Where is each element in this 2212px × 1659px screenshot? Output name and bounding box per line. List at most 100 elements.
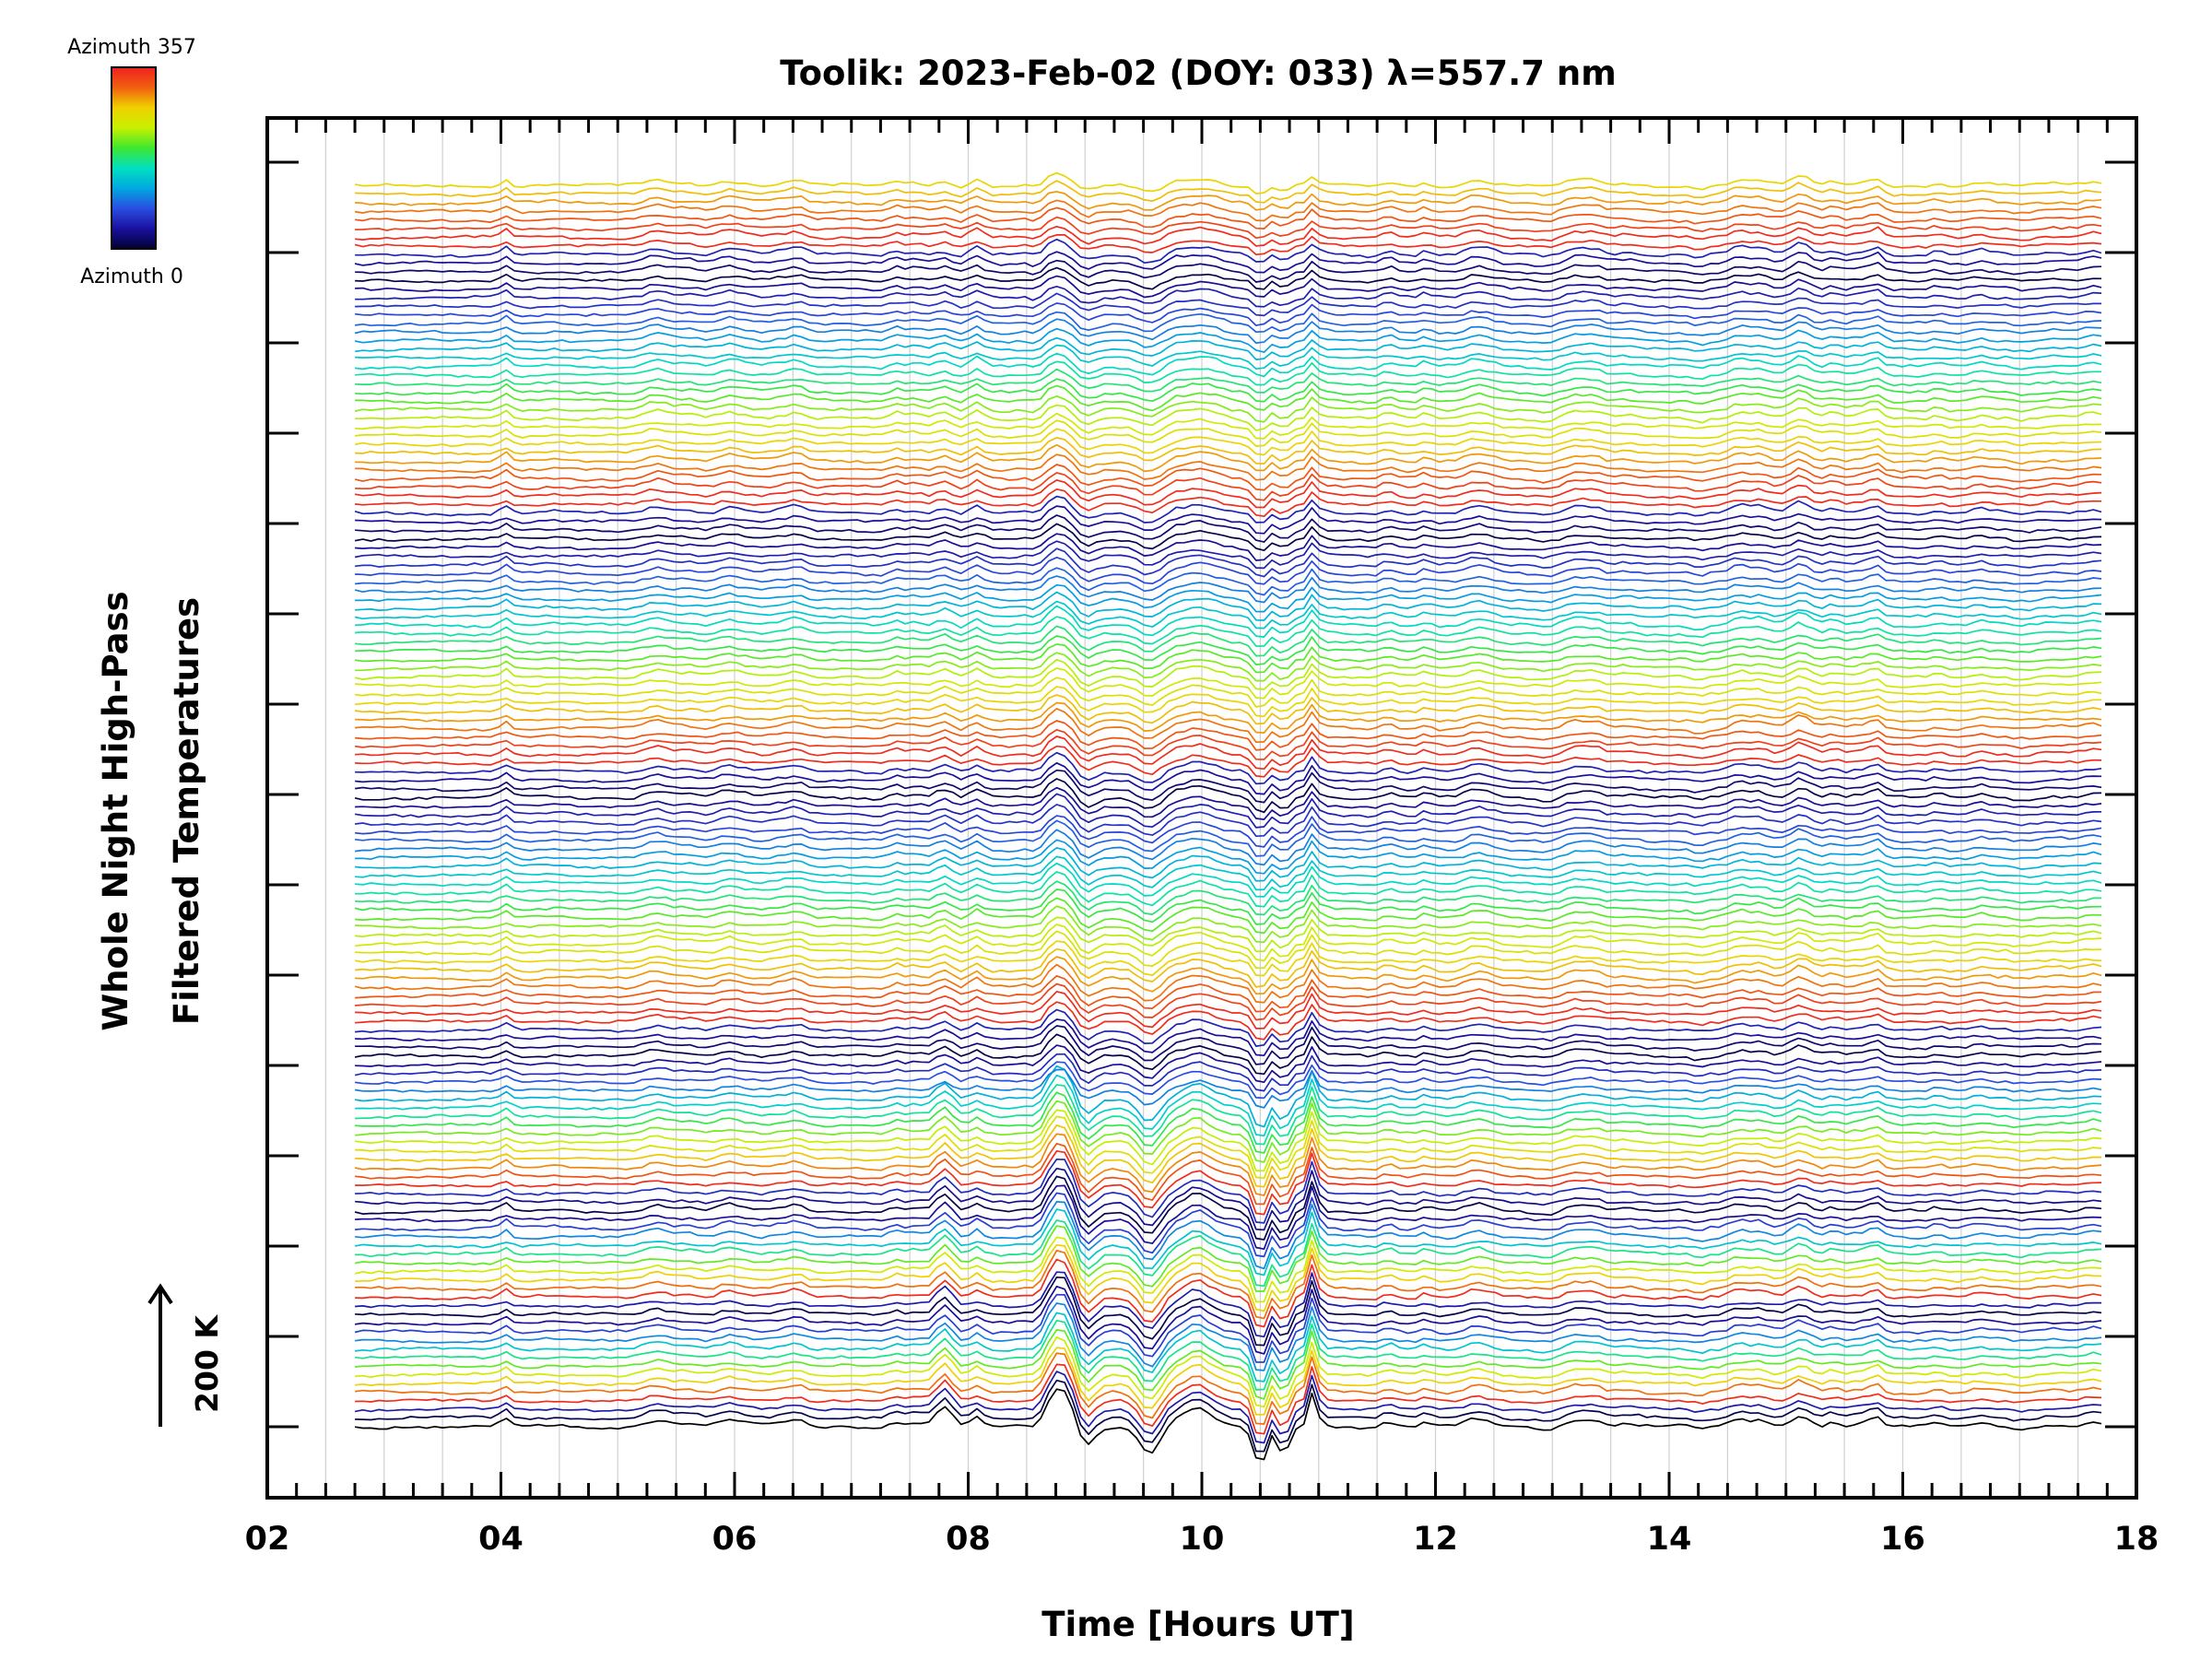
temperature-trace: [354, 1109, 2102, 1172]
temperature-trace: [354, 1371, 2102, 1444]
temperature-trace: [355, 616, 2102, 647]
colorbar-bottom-label: Azimuth 0: [80, 265, 183, 288]
temperature-trace: [355, 1008, 2102, 1047]
temperature-trace: [355, 378, 2102, 403]
x-tick-label: 08: [946, 1521, 991, 1558]
temperature-trace: [354, 829, 2102, 866]
temperature-trace: [355, 686, 2101, 718]
temperature-trace: [355, 1018, 2102, 1057]
temperature-trace: [355, 708, 2102, 744]
temperature-trace: [354, 643, 2102, 674]
temperature-trace: [355, 1091, 2102, 1154]
temperature-trace: [355, 1184, 2102, 1251]
x-tick-label: 18: [2114, 1521, 2159, 1558]
temperature-trace: [355, 488, 2102, 518]
temperature-trace: [354, 394, 2102, 423]
x-axis: 02 04 06 08 10 12 14 16 18: [245, 118, 2159, 1558]
temperature-trace: [354, 1319, 2102, 1391]
temperature-trace: [354, 1302, 2102, 1371]
y-axis: [267, 160, 2136, 1429]
temperature-trace: [354, 233, 2102, 256]
temperature-trace: [355, 1025, 2102, 1065]
temperature-trace: [354, 428, 2102, 456]
temperature-trace: [354, 963, 2102, 1004]
temperature-trace: [355, 1219, 2102, 1288]
temperature-trace: [354, 793, 2102, 829]
temperature-trace: [355, 1276, 2102, 1347]
temperature-trace: [355, 216, 2102, 240]
x-tick-label: 16: [1880, 1521, 1925, 1558]
temperature-trace: [354, 1065, 2102, 1128]
temperature-trace: [355, 292, 2101, 317]
temperature-trace: [355, 975, 2102, 1013]
temperature-trace: [354, 1388, 2102, 1461]
temperature-trace: [354, 1033, 2102, 1076]
x-tick-label: 14: [1647, 1521, 1692, 1558]
x-tick-label: 02: [245, 1521, 290, 1558]
temperature-trace: [355, 804, 2102, 838]
temperature-trace: [355, 547, 2102, 578]
temperature-traces: [354, 171, 2102, 1461]
temperature-trace: [355, 667, 2102, 700]
temperature-trace: [355, 1347, 2102, 1416]
temperature-trace: [354, 694, 2102, 725]
x-tick-label: 04: [478, 1521, 524, 1558]
temperature-trace: [355, 982, 2102, 1021]
temperature-trace: [354, 311, 2102, 334]
temperature-trace: [355, 1379, 2102, 1453]
x-axis-label: Time [Hours UT]: [1041, 1605, 1354, 1644]
temperature-trace: [354, 1312, 2102, 1382]
temperature-trace: [355, 180, 2102, 204]
scale-bar-label: 200 K: [189, 1314, 225, 1413]
temperature-trace: [355, 368, 2102, 394]
temperature-trace: [355, 1115, 2102, 1180]
temperature-trace: [355, 443, 2102, 473]
temperature-trace: [355, 1158, 2102, 1224]
temperature-trace: [355, 360, 2101, 386]
temperature-trace: [355, 344, 2102, 371]
temperature-trace: [355, 605, 2102, 638]
colorbar-bar: [111, 66, 157, 250]
temperature-trace: [355, 786, 2102, 820]
temperature-trace: [355, 862, 2102, 898]
temperature-trace: [355, 677, 2102, 708]
temperature-trace: [354, 728, 2102, 760]
x-tick-label: 10: [1180, 1521, 1225, 1558]
temperature-trace: [355, 1201, 2102, 1270]
x-tick-label: 12: [1413, 1521, 1458, 1558]
temperature-trace: [355, 1352, 2102, 1425]
temperature-trace: [355, 847, 2102, 882]
temperature-trace: [355, 751, 2102, 785]
temperature-trace: [354, 251, 2102, 274]
temperature-trace: [354, 479, 2102, 509]
temperature-trace: [354, 888, 2102, 925]
temperature-trace: [355, 1258, 2102, 1328]
temperature-trace: [354, 1236, 2102, 1303]
temperature-trace: [354, 464, 2102, 491]
temperature-trace: [355, 453, 2102, 481]
temperature-trace: [354, 523, 2102, 552]
temperature-trace: [355, 259, 2102, 283]
temperature-trace: [355, 701, 2102, 734]
temperature-trace: [355, 1142, 2102, 1206]
temperature-trace: [355, 404, 2102, 431]
temperature-trace: [355, 472, 2102, 501]
temperature-trace: [355, 947, 2102, 988]
temperature-trace: [355, 625, 2102, 657]
y-axis-label-line1: Whole Night High-Pass: [96, 591, 135, 1030]
temperature-trace: [355, 1044, 2102, 1084]
temperature-trace: [354, 171, 2102, 194]
temperature-trace: [355, 191, 2102, 211]
temperature-trace: [354, 540, 2102, 570]
temperature-trace: [355, 1243, 2102, 1312]
temperature-trace: [355, 916, 2102, 953]
temperature-trace: [355, 990, 2102, 1030]
temperature-trace: [354, 600, 2102, 629]
temperature-trace: [354, 327, 2102, 353]
colorbar: Azimuth 357 Azimuth 0: [67, 36, 196, 288]
temperature-trace: [355, 905, 2102, 944]
temperature-trace: [355, 567, 2102, 596]
temperature-trace: [355, 352, 2102, 378]
temperature-trace: [355, 720, 2102, 751]
